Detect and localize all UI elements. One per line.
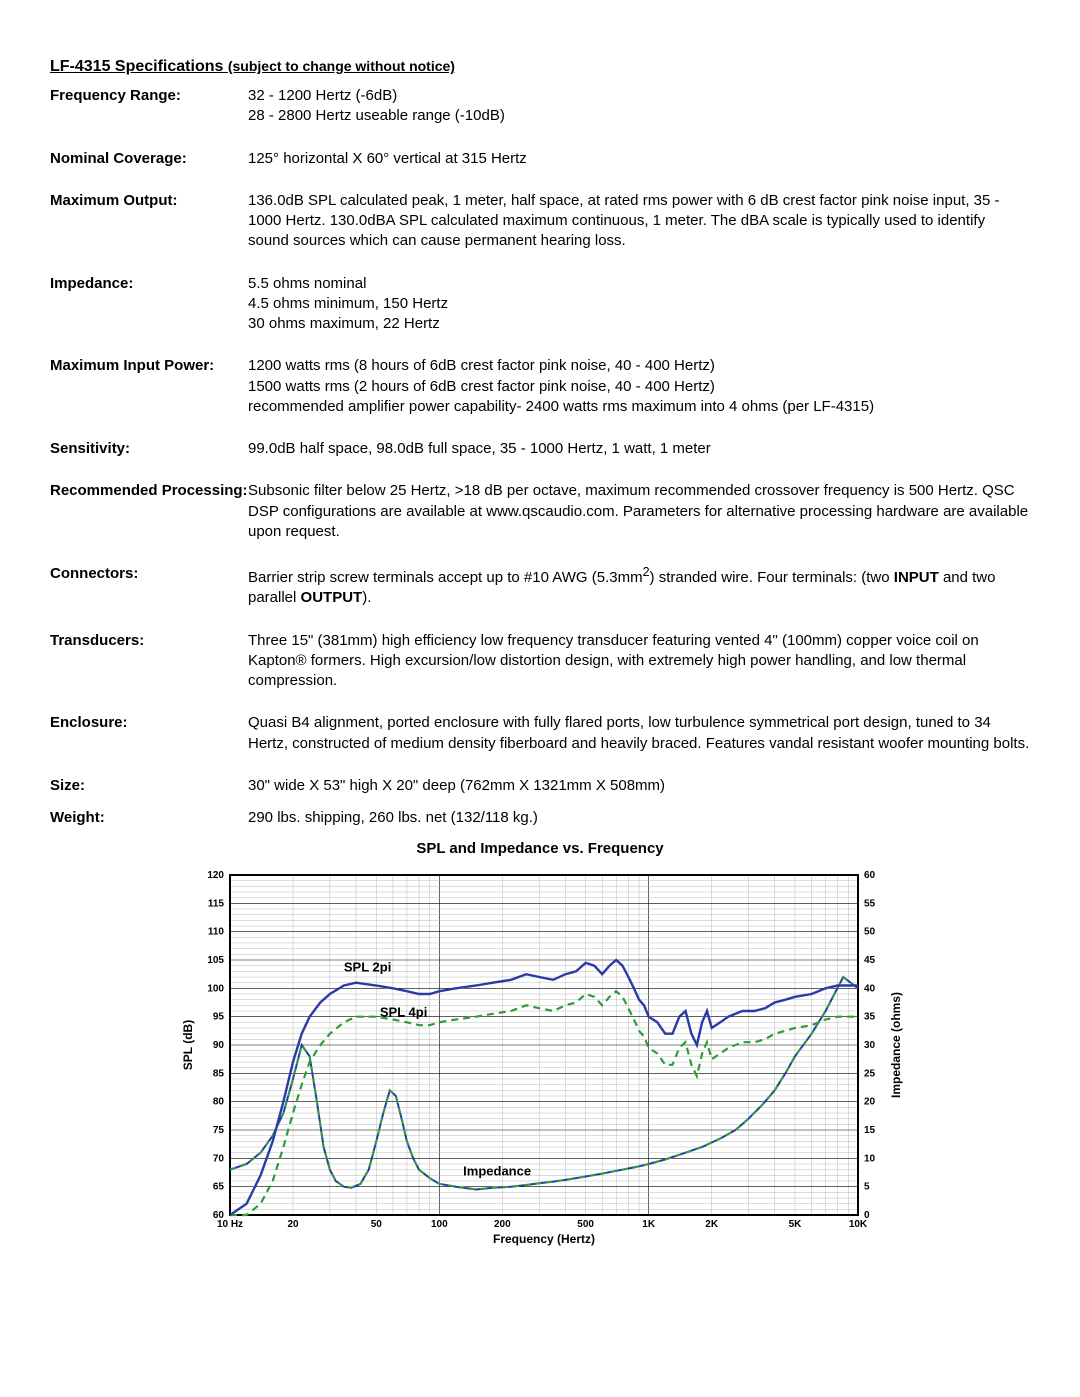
- svg-text:200: 200: [494, 1219, 511, 1230]
- spec-value-line: 1200 watts rms (8 hours of 6dB crest fac…: [248, 356, 1030, 376]
- svg-text:5K: 5K: [789, 1219, 803, 1230]
- spec-row: Connectors:Barrier strip screw terminals…: [50, 564, 1030, 609]
- chart-container: SPL and Impedance vs. Frequency 60 65 70 75…: [50, 840, 1030, 1256]
- spec-label: Maximum Output:: [50, 191, 248, 252]
- spec-value-line: 30 ohms maximum, 22 Hertz: [248, 314, 1030, 334]
- svg-text:1K: 1K: [642, 1219, 656, 1230]
- spec-label: Size:: [50, 776, 248, 796]
- spec-label: Frequency Range:: [50, 86, 248, 127]
- svg-text:120: 120: [207, 870, 224, 881]
- svg-text:2K: 2K: [705, 1219, 719, 1230]
- svg-text:105: 105: [207, 955, 224, 966]
- spec-value: 30" wide X 53" high X 20" deep (762mm X …: [248, 776, 1030, 796]
- spec-value-line: 32 - 1200 Hertz (-6dB): [248, 86, 1030, 106]
- spec-value: Three 15" (381mm) high efficiency low fr…: [248, 631, 1030, 692]
- svg-text:10 Hz: 10 Hz: [217, 1219, 243, 1230]
- title-main: LF-4315 Specifications: [50, 58, 223, 75]
- svg-text:10: 10: [864, 1154, 876, 1165]
- spec-label: Maximum Input Power:: [50, 356, 248, 417]
- spec-value: 1200 watts rms (8 hours of 6dB crest fac…: [248, 356, 1030, 417]
- spec-value: 136.0dB SPL calculated peak, 1 meter, ha…: [248, 191, 1030, 252]
- svg-text:SPL (dB): SPL (dB): [181, 1020, 195, 1070]
- spec-value: 99.0dB half space, 98.0dB full space, 35…: [248, 439, 1030, 459]
- chart-title: SPL and Impedance vs. Frequency: [50, 840, 1030, 857]
- svg-text:35: 35: [864, 1012, 876, 1023]
- spec-value-line: 99.0dB half space, 98.0dB full space, 35…: [248, 439, 1030, 459]
- svg-text:95: 95: [213, 1012, 225, 1023]
- spec-row: Sensitivity:99.0dB half space, 98.0dB fu…: [50, 439, 1030, 459]
- svg-text:10K: 10K: [849, 1219, 868, 1230]
- spec-row: Enclosure:Quasi B4 alignment, ported enc…: [50, 713, 1030, 754]
- svg-text:25: 25: [864, 1069, 876, 1080]
- svg-text:75: 75: [213, 1125, 225, 1136]
- spec-row: Recommended Processing:Subsonic filter b…: [50, 481, 1030, 542]
- svg-text:SPL 4pi: SPL 4pi: [380, 1005, 427, 1020]
- svg-text:20: 20: [864, 1097, 876, 1108]
- spec-value-line: 28 - 2800 Hertz useable range (-10dB): [248, 106, 1030, 126]
- svg-text:Frequency (Hertz): Frequency (Hertz): [493, 1232, 595, 1246]
- spec-label: Recommended Processing:: [50, 481, 248, 542]
- svg-text:85: 85: [213, 1069, 225, 1080]
- spec-row: Frequency Range:32 - 1200 Hertz (-6dB)28…: [50, 86, 1030, 127]
- svg-text:Impedance: Impedance: [463, 1164, 531, 1179]
- svg-text:60: 60: [864, 870, 876, 881]
- svg-text:Impedance (ohms): Impedance (ohms): [889, 992, 903, 1098]
- spec-label: Transducers:: [50, 631, 248, 692]
- svg-text:115: 115: [208, 899, 225, 910]
- svg-text:55: 55: [864, 899, 876, 910]
- spec-value: 5.5 ohms nominal4.5 ohms minimum, 150 He…: [248, 274, 1030, 335]
- spec-row: Maximum Input Power:1200 watts rms (8 ho…: [50, 356, 1030, 417]
- spec-row: Transducers:Three 15" (381mm) high effic…: [50, 631, 1030, 692]
- spec-value: Barrier strip screw terminals accept up …: [248, 564, 1030, 609]
- spec-value-line: 4.5 ohms minimum, 150 Hertz: [248, 294, 1030, 314]
- svg-text:90: 90: [213, 1040, 225, 1051]
- spec-row: Weight:290 lbs. shipping, 260 lbs. net (…: [50, 808, 1030, 828]
- spec-value-line: 125° horizontal X 60° vertical at 315 He…: [248, 149, 1030, 169]
- svg-text:100: 100: [431, 1219, 448, 1230]
- spec-value: Subsonic filter below 25 Hertz, >18 dB p…: [248, 481, 1030, 542]
- specs-list: Frequency Range:32 - 1200 Hertz (-6dB)28…: [50, 86, 1030, 828]
- spec-value-line: recommended amplifier power capability- …: [248, 397, 1030, 417]
- svg-text:5: 5: [864, 1182, 870, 1193]
- spec-value-line: 5.5 ohms nominal: [248, 274, 1030, 294]
- spec-row: Impedance:5.5 ohms nominal4.5 ohms minim…: [50, 274, 1030, 335]
- spec-value-line: 30" wide X 53" high X 20" deep (762mm X …: [248, 776, 1030, 796]
- svg-text:15: 15: [864, 1125, 876, 1136]
- spec-value: 32 - 1200 Hertz (-6dB)28 - 2800 Hertz us…: [248, 86, 1030, 127]
- spec-label: Weight:: [50, 808, 248, 828]
- svg-text:100: 100: [207, 984, 224, 995]
- svg-text:40: 40: [864, 984, 876, 995]
- spec-value: 125° horizontal X 60° vertical at 315 He…: [248, 149, 1030, 169]
- svg-text:SPL 2pi: SPL 2pi: [344, 960, 391, 975]
- spec-value-line: 1500 watts rms (2 hours of 6dB crest fac…: [248, 377, 1030, 397]
- spec-value-line: Three 15" (381mm) high efficiency low fr…: [248, 631, 1030, 692]
- spec-label: Nominal Coverage:: [50, 149, 248, 169]
- page-title: LF-4315 Specifications (subject to chang…: [50, 58, 1030, 76]
- spec-value-line: 290 lbs. shipping, 260 lbs. net (132/118…: [248, 808, 1030, 828]
- svg-text:30: 30: [864, 1040, 876, 1051]
- svg-text:20: 20: [287, 1219, 299, 1230]
- spec-label: Connectors:: [50, 564, 248, 609]
- spec-label: Sensitivity:: [50, 439, 248, 459]
- spec-value: 290 lbs. shipping, 260 lbs. net (132/118…: [248, 808, 1030, 828]
- svg-text:70: 70: [213, 1154, 225, 1165]
- svg-text:80: 80: [213, 1097, 225, 1108]
- spec-value-line: 136.0dB SPL calculated peak, 1 meter, ha…: [248, 191, 1030, 252]
- title-sub: (subject to change without notice): [228, 58, 455, 74]
- spec-value-line: Subsonic filter below 25 Hertz, >18 dB p…: [248, 481, 1030, 542]
- spec-row: Size:30" wide X 53" high X 20" deep (762…: [50, 776, 1030, 796]
- spec-row: Nominal Coverage:125° horizontal X 60° v…: [50, 149, 1030, 169]
- spl-impedance-chart: 6065707580859095100105110115120051015202…: [170, 861, 910, 1256]
- svg-text:50: 50: [864, 927, 876, 938]
- svg-text:500: 500: [577, 1219, 594, 1230]
- spec-label: Impedance:: [50, 274, 248, 335]
- spec-value: Quasi B4 alignment, ported enclosure wit…: [248, 713, 1030, 754]
- svg-text:45: 45: [864, 955, 876, 966]
- svg-text:110: 110: [208, 927, 225, 938]
- spec-value-line: Quasi B4 alignment, ported enclosure wit…: [248, 713, 1030, 754]
- spec-label: Enclosure:: [50, 713, 248, 754]
- svg-text:65: 65: [213, 1182, 225, 1193]
- spec-row: Maximum Output:136.0dB SPL calculated pe…: [50, 191, 1030, 252]
- svg-text:50: 50: [371, 1219, 383, 1230]
